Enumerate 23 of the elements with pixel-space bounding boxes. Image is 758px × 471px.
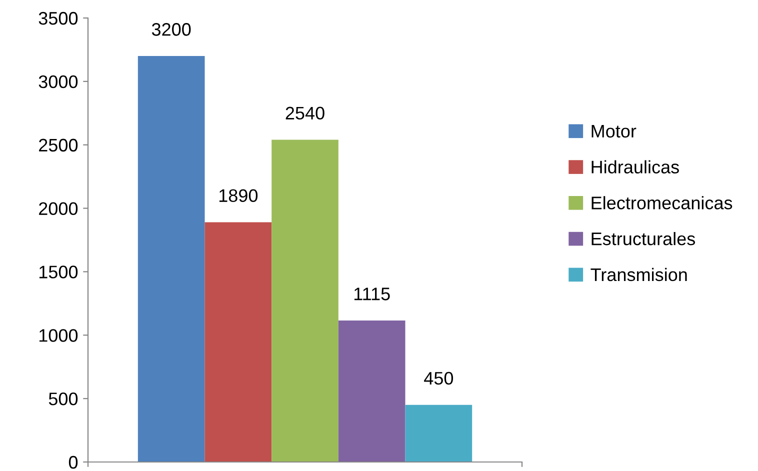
y-tick-label: 3000 [38, 75, 78, 88]
y-tick-label: 0 [68, 456, 78, 469]
legend-label: Motor [592, 125, 636, 138]
data-label: 1890 [219, 189, 258, 202]
legend-label: Hidraulicas [592, 160, 679, 174]
bar [338, 320, 406, 462]
legend-label: Estructurales [592, 232, 696, 246]
data-label: 1115 [354, 288, 390, 300]
legend-label: Electromecanicas [592, 196, 732, 210]
bar [405, 404, 472, 462]
data-label: 3200 [152, 23, 191, 36]
legend-label: Transmision [590, 268, 687, 282]
bar [272, 140, 338, 462]
y-tick-label: 500 [48, 392, 78, 406]
y-tick-label: 3500 [38, 12, 78, 25]
data-label: 450 [424, 372, 454, 385]
data-label: 2540 [286, 106, 324, 120]
bar [204, 222, 272, 462]
y-tick-label: 2500 [39, 138, 78, 152]
y-tick-label: 2000 [39, 202, 78, 216]
y-tick-label: 1000 [39, 329, 78, 342]
y-tick-label: 1500 [39, 266, 78, 278]
bar [138, 56, 205, 462]
